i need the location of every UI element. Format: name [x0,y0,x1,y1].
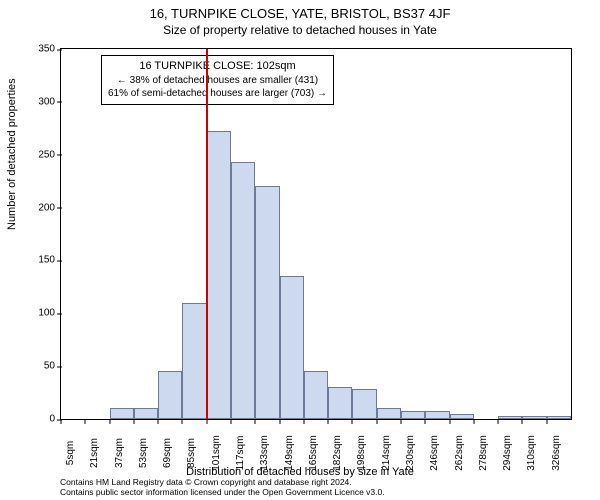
info-box-line3: 61% of semi-detached houses are larger (… [108,87,327,101]
histogram-bar [255,186,279,419]
x-tick: 69sqm [158,438,173,468]
x-tick-mark [546,419,547,424]
x-tick-mark [158,419,159,424]
x-tick-mark [109,419,110,424]
y-tick: 100 [38,308,61,319]
histogram-bar [328,387,352,419]
x-axis-label: Distribution of detached houses by size … [0,466,600,478]
x-tick-mark [449,419,450,424]
histogram-bar [547,416,571,419]
y-tick: 250 [38,149,61,160]
x-tick-mark [279,419,280,424]
x-tick-mark [473,419,474,424]
y-tick: 0 [49,414,61,425]
x-tick-mark [522,419,523,424]
histogram-bar [304,371,328,419]
y-tick: 50 [44,361,61,372]
x-tick-mark [376,419,377,424]
page-title: 16, TURNPIKE CLOSE, YATE, BRISTOL, BS37 … [0,0,600,21]
histogram-bar [401,411,425,419]
info-box: 16 TURNPIKE CLOSE: 102sqm ← 38% of detac… [101,55,334,105]
y-axis-label: Number of detached properties [6,78,18,230]
histogram-bar [182,303,206,419]
x-tick-mark [255,419,256,424]
x-tick-mark [498,419,499,424]
histogram-bar [522,416,546,419]
histogram-plot: 16 TURNPIKE CLOSE: 102sqm ← 38% of detac… [60,48,572,420]
histogram-bar [110,408,134,419]
x-tick-mark [85,419,86,424]
y-tick: 300 [38,96,61,107]
histogram-bar [280,276,304,419]
x-tick-mark [182,419,183,424]
x-tick-mark [401,419,402,424]
page-subtitle: Size of property relative to detached ho… [0,21,600,37]
footer: Contains HM Land Registry data © Crown c… [60,478,385,498]
x-tick-mark [328,419,329,424]
x-tick-mark [352,419,353,424]
y-tick: 200 [38,202,61,213]
info-box-line2: ← 38% of detached houses are smaller (43… [108,74,327,88]
x-tick: 21sqm [85,438,100,468]
chart-container: 16, TURNPIKE CLOSE, YATE, BRISTOL, BS37 … [0,0,600,500]
x-tick-mark [303,419,304,424]
marker-line [206,49,208,419]
footer-line2: Contains public sector information licen… [60,488,385,498]
x-tick: 85sqm [182,438,197,468]
histogram-bar [134,408,158,419]
x-tick-mark [133,419,134,424]
x-tick: 53sqm [134,438,149,468]
info-box-line1: 16 TURNPIKE CLOSE: 102sqm [108,59,327,74]
x-tick-mark [206,419,207,424]
x-tick: 37sqm [110,438,125,468]
x-tick-mark [61,419,62,424]
histogram-bar [352,389,376,419]
histogram-bar [450,414,474,419]
histogram-bar [498,416,522,419]
x-tick: 5sqm [61,441,76,465]
histogram-bar [425,411,449,419]
histogram-bar [207,131,231,419]
y-tick: 150 [38,255,61,266]
histogram-bar [231,162,255,419]
x-tick-mark [231,419,232,424]
histogram-bar [377,408,401,419]
histogram-bar [158,371,182,419]
y-tick: 350 [38,44,61,55]
x-tick-mark [425,419,426,424]
